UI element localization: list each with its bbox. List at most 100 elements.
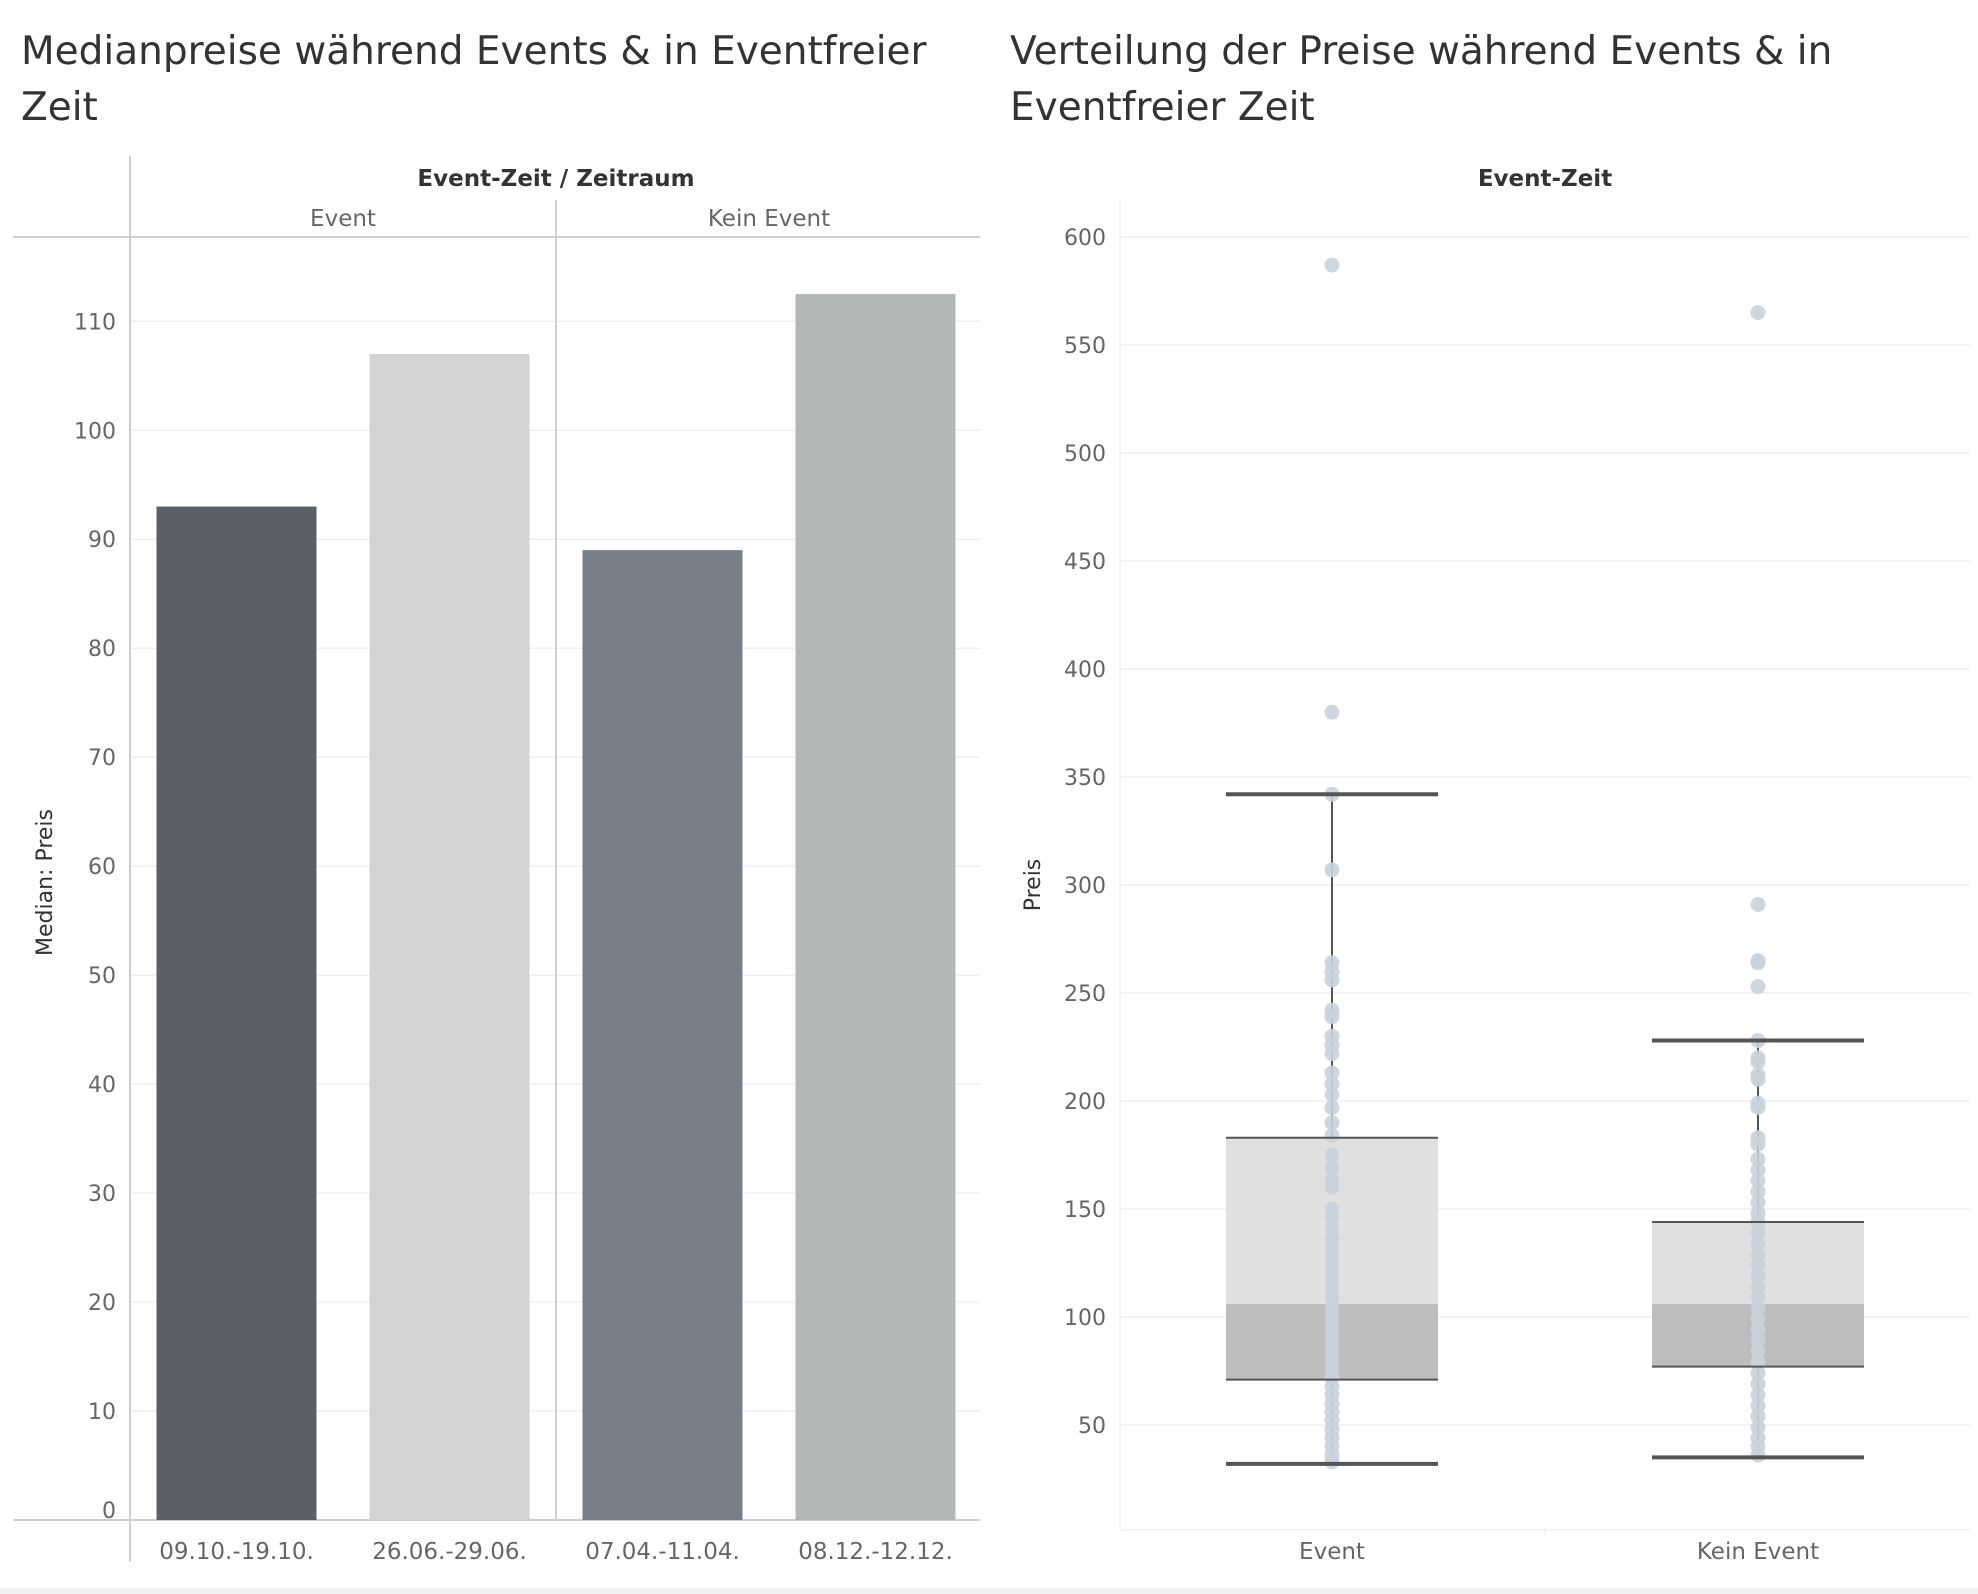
bar	[582, 550, 743, 1520]
data-point	[1750, 1071, 1766, 1087]
right-y-tick-label: 350	[1064, 766, 1106, 791]
data-point	[1324, 1318, 1340, 1334]
group-header-kein-event: Kein Event	[708, 206, 830, 232]
right-y-tick-label: 100	[1064, 1306, 1106, 1331]
right-y-tick-label: 500	[1064, 442, 1106, 467]
data-point	[1324, 1115, 1340, 1131]
data-point	[1750, 1365, 1766, 1381]
data-point	[1750, 1054, 1766, 1070]
data-point	[1750, 1236, 1766, 1252]
box-upper-half	[1226, 1137, 1438, 1305]
left-y-ticks: 0 10 20 30 40 50 60 70 80 90 100 110	[74, 310, 116, 1524]
left-y-tick-label: 30	[88, 1182, 116, 1207]
box-upper-half	[1652, 1221, 1864, 1305]
data-point	[1750, 1311, 1766, 1327]
data-point	[1324, 1231, 1340, 1247]
right-gridlines	[1119, 200, 1970, 1535]
data-point	[1750, 979, 1766, 995]
data-point	[1324, 1430, 1340, 1446]
data-point	[1750, 1151, 1766, 1167]
data-point	[1324, 1045, 1340, 1061]
data-point	[1750, 1290, 1766, 1306]
right-x-labels: Event Kein Event	[1299, 1539, 1819, 1565]
left-y-tick-label: 60	[88, 855, 116, 880]
data-point	[1750, 1279, 1766, 1295]
data-point	[1324, 1173, 1340, 1189]
data-point	[1750, 1376, 1766, 1392]
data-point	[1750, 1184, 1766, 1200]
x-tick-label: 26.06.-29.06.	[372, 1539, 527, 1565]
data-point	[1750, 1214, 1766, 1230]
data-point	[1324, 1270, 1340, 1286]
data-point	[1324, 257, 1340, 273]
data-point	[1324, 1439, 1340, 1455]
data-point	[1750, 1195, 1766, 1211]
data-point	[1750, 955, 1766, 971]
data-point	[1750, 1136, 1766, 1152]
left-y-tick-label: 20	[88, 1291, 116, 1316]
right-y-tick-label: 250	[1064, 982, 1106, 1007]
data-point	[1750, 1398, 1766, 1414]
right-y-tick-label: 50	[1078, 1414, 1106, 1439]
box-lower-half	[1652, 1304, 1864, 1367]
data-point	[1324, 1290, 1340, 1306]
left-y-tick-label: 110	[74, 310, 116, 335]
left-chart-title: Medianpreise während Events & in Eventfr…	[21, 29, 927, 130]
data-point	[1324, 1087, 1340, 1103]
left-y-tick-label: 0	[102, 1499, 116, 1524]
left-bars	[156, 294, 956, 1520]
x-tick-label: 07.04.-11.04.	[585, 1539, 740, 1565]
data-point	[1324, 1242, 1340, 1258]
data-point	[1750, 1447, 1766, 1463]
data-point	[1750, 1430, 1766, 1446]
data-point	[1324, 1344, 1340, 1360]
left-y-tick-label: 90	[88, 528, 116, 553]
data-point	[1750, 1205, 1766, 1221]
data-point	[1324, 1404, 1340, 1420]
left-header-label: Event-Zeit / Zeitraum	[417, 166, 694, 192]
data-point	[1324, 1009, 1340, 1025]
data-point	[1324, 704, 1340, 720]
data-point	[1324, 1309, 1340, 1325]
data-point	[1324, 862, 1340, 878]
data-point	[1750, 953, 1766, 969]
data-point	[1324, 1369, 1340, 1385]
data-point	[1750, 1173, 1766, 1189]
data-point	[1324, 1447, 1340, 1463]
data-point	[1324, 1335, 1340, 1351]
data-point	[1324, 963, 1340, 979]
data-point	[1750, 1419, 1766, 1435]
data-point	[1750, 1257, 1766, 1273]
left-y-axis-title: Median: Preis	[33, 809, 58, 956]
data-point	[1750, 1322, 1766, 1338]
data-point	[1324, 1128, 1340, 1144]
data-point	[1324, 1220, 1340, 1236]
data-point	[1750, 1095, 1766, 1111]
bar	[795, 294, 956, 1520]
data-point	[1324, 955, 1340, 971]
data-point	[1750, 1099, 1766, 1115]
data-point	[1750, 1387, 1766, 1403]
data-point	[1750, 1333, 1766, 1349]
left-y-tick-label: 70	[88, 746, 116, 771]
bottom-scroll-band	[0, 1588, 1978, 1594]
right-y-tick-label: 400	[1064, 658, 1106, 683]
data-point	[1324, 1326, 1340, 1342]
right-y-tick-label: 450	[1064, 550, 1106, 575]
bar	[369, 353, 530, 1520]
data-point	[1324, 1037, 1340, 1053]
data-point	[1324, 1210, 1340, 1226]
left-y-tick-label: 10	[88, 1400, 116, 1425]
data-point	[1750, 1162, 1766, 1178]
data-point	[1324, 972, 1340, 988]
data-point	[1750, 1354, 1766, 1370]
box-lower-half	[1226, 1304, 1438, 1380]
data-point	[1324, 1421, 1340, 1437]
data-point	[1324, 1378, 1340, 1394]
data-point	[1324, 1147, 1340, 1163]
data-point	[1324, 1076, 1340, 1092]
right-y-ticks: 50 100 150 200 250 300 350 400 450 500 550 600	[1064, 226, 1106, 1439]
data-point	[1750, 896, 1766, 912]
data-point	[1750, 1050, 1766, 1066]
data-point	[1750, 1408, 1766, 1424]
